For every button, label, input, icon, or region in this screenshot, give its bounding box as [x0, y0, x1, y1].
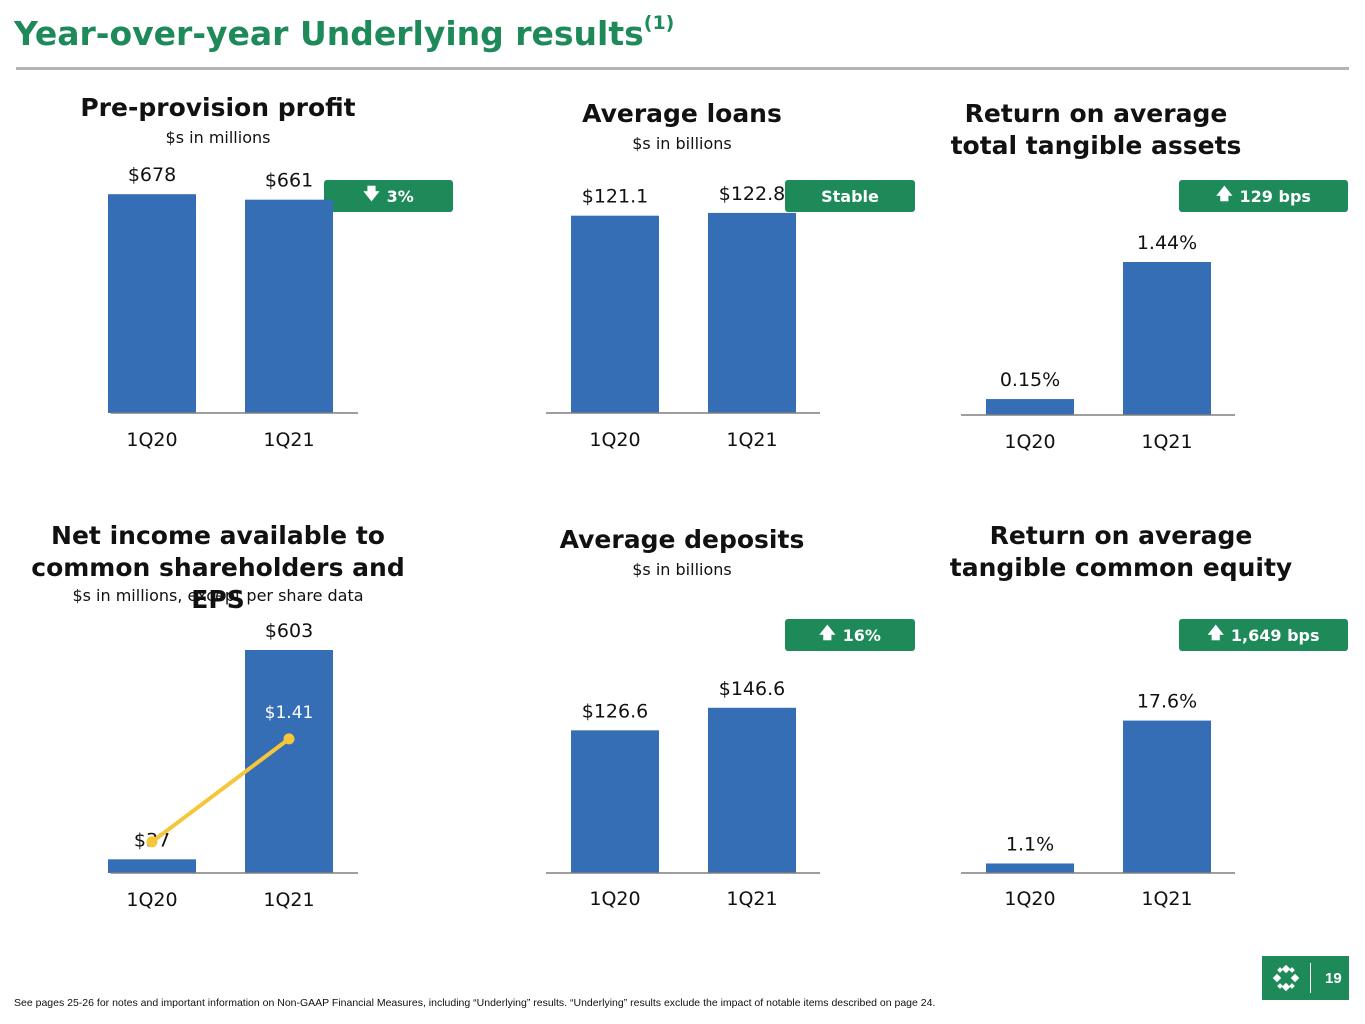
category-label: 1Q20 — [126, 889, 177, 911]
data-label: 1.44% — [1137, 232, 1197, 254]
category-label: 1Q21 — [263, 429, 314, 451]
bar — [986, 863, 1074, 873]
chart-title: Pre-provision profit — [80, 93, 356, 122]
eps-label: $1.41 — [265, 703, 314, 723]
chart-subtitle: $s in billions — [632, 134, 732, 153]
bar — [1123, 720, 1211, 873]
chart-title: Return on average total tangible assets — [950, 99, 1242, 160]
company-logo-icon — [1273, 965, 1299, 991]
change-badge-label: 16% — [842, 625, 881, 645]
change-badge: 🡅 16% — [785, 619, 915, 651]
title-divider — [16, 67, 1349, 70]
data-label: $661 — [265, 170, 313, 192]
logo-divider — [1310, 963, 1311, 993]
chart-subtitle: $s in billions — [632, 560, 732, 579]
bar — [245, 199, 333, 413]
change-badge-label: 1,649 bps — [1230, 625, 1320, 645]
category-label: 1Q21 — [263, 889, 314, 911]
category-label: 1Q21 — [1141, 431, 1192, 453]
bar — [108, 859, 196, 873]
title-footnote-marker: (1) — [643, 12, 675, 34]
page-number: 19 — [1325, 969, 1342, 987]
change-badge: 🡇 3% — [324, 180, 453, 212]
change-badge: 🡅 129 bps — [1179, 180, 1348, 212]
category-label: 1Q21 — [726, 888, 777, 910]
change-badge: 🡅 1,649 bps — [1179, 619, 1348, 651]
page-title: Year-over-year Underlying results(1) — [14, 12, 675, 53]
change-badge-label: 129 bps — [1239, 186, 1311, 206]
category-label: 1Q20 — [126, 429, 177, 451]
page-title-text: Year-over-year Underlying results — [14, 14, 644, 53]
chart-subtitle: $s in millions, except per share data — [72, 586, 364, 605]
chart-subtitle: $s in millions — [165, 128, 271, 147]
bar — [708, 707, 796, 873]
chart-title: Average loans — [582, 99, 782, 128]
bar — [571, 730, 659, 873]
footnote: See pages 25-26 for notes and important … — [14, 997, 936, 1009]
data-label: $146.6 — [719, 678, 785, 700]
data-label: $122.8 — [719, 183, 785, 205]
data-label: $126.6 — [582, 700, 648, 722]
data-label: $603 — [265, 620, 313, 642]
bar — [1123, 262, 1211, 415]
data-label: $678 — [128, 164, 176, 186]
data-label: 1.1% — [1006, 833, 1054, 855]
brand-badge: 19 — [1262, 956, 1349, 1000]
chart-title: Return on average tangible common equity — [949, 521, 1293, 582]
eps-series-line — [150, 737, 291, 844]
bar — [108, 194, 196, 413]
arrow-down-icon: 🡇 — [363, 183, 380, 203]
category-label: 1Q20 — [1004, 431, 1055, 453]
arrow-up-icon: 🡅 — [1207, 622, 1224, 642]
bar — [708, 212, 796, 413]
category-label: 1Q20 — [589, 429, 640, 451]
data-label: 17.6% — [1137, 691, 1197, 713]
chart-title: Net income available to common sharehold… — [31, 521, 405, 614]
chart-title: Average deposits — [559, 525, 805, 554]
eps-label: $0.09 — [128, 806, 177, 826]
arrow-up-icon: 🡅 — [819, 622, 836, 642]
change-badge: Stable — [785, 180, 915, 212]
data-label: $121.1 — [582, 186, 648, 208]
data-label: 0.15% — [1000, 369, 1060, 391]
change-badge-label: Stable — [821, 186, 879, 206]
arrow-up-icon: 🡅 — [1216, 183, 1233, 203]
category-label: 1Q21 — [1141, 888, 1192, 910]
eps-point — [283, 733, 295, 745]
bar — [986, 399, 1074, 415]
category-label: 1Q20 — [589, 888, 640, 910]
category-label: 1Q21 — [726, 429, 777, 451]
eps-point — [146, 836, 158, 848]
change-badge-label: 3% — [386, 186, 414, 206]
category-label: 1Q20 — [1004, 888, 1055, 910]
bar — [571, 215, 659, 413]
